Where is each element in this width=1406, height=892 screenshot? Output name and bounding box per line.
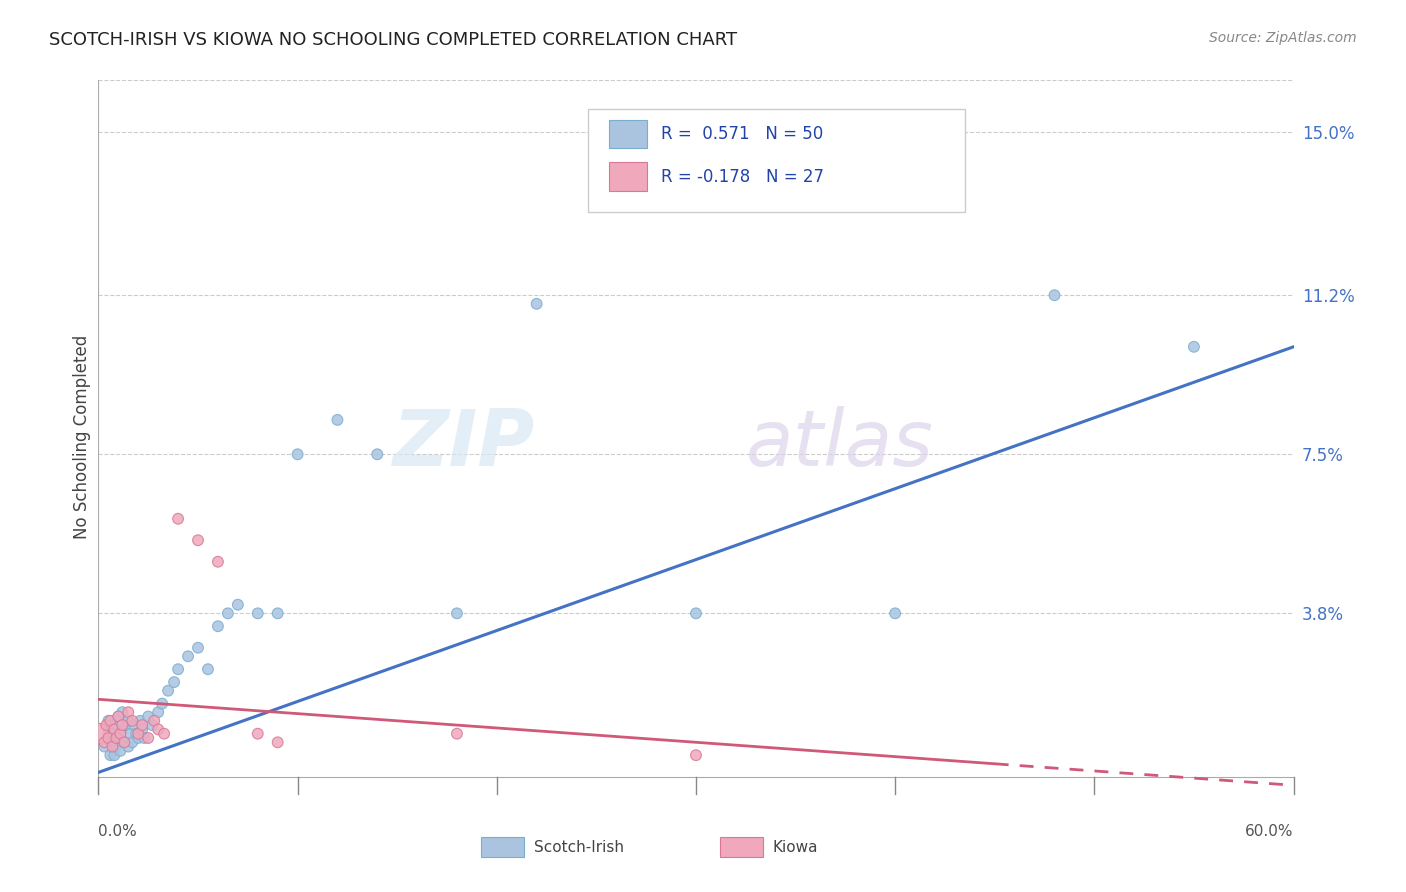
Y-axis label: No Schooling Completed: No Schooling Completed bbox=[73, 335, 91, 539]
Bar bbox=[609, 120, 647, 148]
Point bbox=[148, 705, 170, 719]
Point bbox=[153, 727, 176, 741]
Point bbox=[101, 735, 124, 749]
Point bbox=[110, 727, 132, 741]
Point bbox=[197, 662, 219, 676]
Text: R =  0.571   N = 50: R = 0.571 N = 50 bbox=[661, 125, 824, 143]
Point bbox=[111, 723, 134, 737]
Bar bbox=[720, 838, 763, 857]
Text: 0.0%: 0.0% bbox=[98, 824, 138, 838]
Point bbox=[150, 697, 173, 711]
Point bbox=[267, 607, 290, 621]
Point bbox=[446, 607, 468, 621]
Point bbox=[207, 555, 229, 569]
Point bbox=[163, 675, 186, 690]
Text: 60.0%: 60.0% bbox=[1246, 824, 1294, 838]
Point bbox=[98, 714, 122, 728]
Point bbox=[141, 718, 163, 732]
Point bbox=[110, 744, 132, 758]
Point bbox=[117, 714, 139, 728]
Point bbox=[105, 739, 128, 754]
Point bbox=[177, 649, 200, 664]
Point bbox=[246, 607, 269, 621]
Point bbox=[187, 640, 209, 655]
Point bbox=[93, 739, 115, 754]
Point bbox=[287, 447, 309, 461]
Point bbox=[107, 709, 129, 723]
Point bbox=[143, 714, 166, 728]
Point bbox=[366, 447, 388, 461]
Point bbox=[267, 735, 290, 749]
Point bbox=[157, 683, 180, 698]
Point bbox=[120, 727, 142, 741]
Point bbox=[103, 727, 125, 741]
Point bbox=[96, 718, 118, 732]
Point bbox=[131, 718, 153, 732]
Point bbox=[115, 718, 138, 732]
Point bbox=[111, 718, 134, 732]
Point bbox=[1182, 340, 1205, 354]
Point bbox=[217, 607, 239, 621]
Point bbox=[136, 709, 159, 723]
Point bbox=[129, 714, 152, 728]
Point bbox=[107, 709, 129, 723]
Point bbox=[685, 607, 707, 621]
Point bbox=[117, 739, 139, 754]
FancyBboxPatch shape bbox=[589, 109, 965, 212]
Point bbox=[97, 727, 120, 741]
Point bbox=[107, 731, 129, 745]
Text: atlas: atlas bbox=[745, 406, 934, 483]
Point bbox=[101, 718, 124, 732]
Point bbox=[167, 512, 190, 526]
Point bbox=[101, 739, 124, 754]
Point bbox=[103, 748, 125, 763]
Point bbox=[446, 727, 468, 741]
Point bbox=[124, 718, 146, 732]
Point bbox=[526, 297, 548, 311]
Point bbox=[167, 662, 190, 676]
Point bbox=[117, 705, 139, 719]
Point bbox=[93, 735, 115, 749]
Point bbox=[884, 607, 907, 621]
Point bbox=[148, 723, 170, 737]
Point bbox=[121, 735, 143, 749]
Text: Scotch-Irish: Scotch-Irish bbox=[534, 840, 624, 855]
Point bbox=[326, 413, 349, 427]
Text: Kiowa: Kiowa bbox=[773, 840, 818, 855]
Text: Source: ZipAtlas.com: Source: ZipAtlas.com bbox=[1209, 31, 1357, 45]
Text: ZIP: ZIP bbox=[392, 406, 534, 483]
Text: SCOTCH-IRISH VS KIOWA NO SCHOOLING COMPLETED CORRELATION CHART: SCOTCH-IRISH VS KIOWA NO SCHOOLING COMPL… bbox=[49, 31, 737, 49]
Point bbox=[97, 714, 120, 728]
Point bbox=[187, 533, 209, 548]
Point bbox=[121, 714, 143, 728]
Point bbox=[111, 705, 134, 719]
Point bbox=[98, 748, 122, 763]
Point bbox=[97, 731, 120, 745]
Bar bbox=[609, 162, 647, 191]
Point bbox=[127, 727, 149, 741]
Point bbox=[134, 731, 156, 745]
Point bbox=[246, 727, 269, 741]
Point bbox=[87, 727, 110, 741]
Bar bbox=[481, 838, 524, 857]
Point bbox=[207, 619, 229, 633]
Point bbox=[131, 723, 153, 737]
Point bbox=[112, 735, 135, 749]
Point bbox=[136, 731, 159, 745]
Point bbox=[112, 735, 135, 749]
Point bbox=[685, 748, 707, 763]
Point bbox=[125, 727, 148, 741]
Text: R = -0.178   N = 27: R = -0.178 N = 27 bbox=[661, 168, 824, 186]
Point bbox=[127, 731, 149, 745]
Point bbox=[103, 723, 125, 737]
Point bbox=[105, 731, 128, 745]
Point bbox=[1043, 288, 1066, 302]
Point bbox=[226, 598, 249, 612]
